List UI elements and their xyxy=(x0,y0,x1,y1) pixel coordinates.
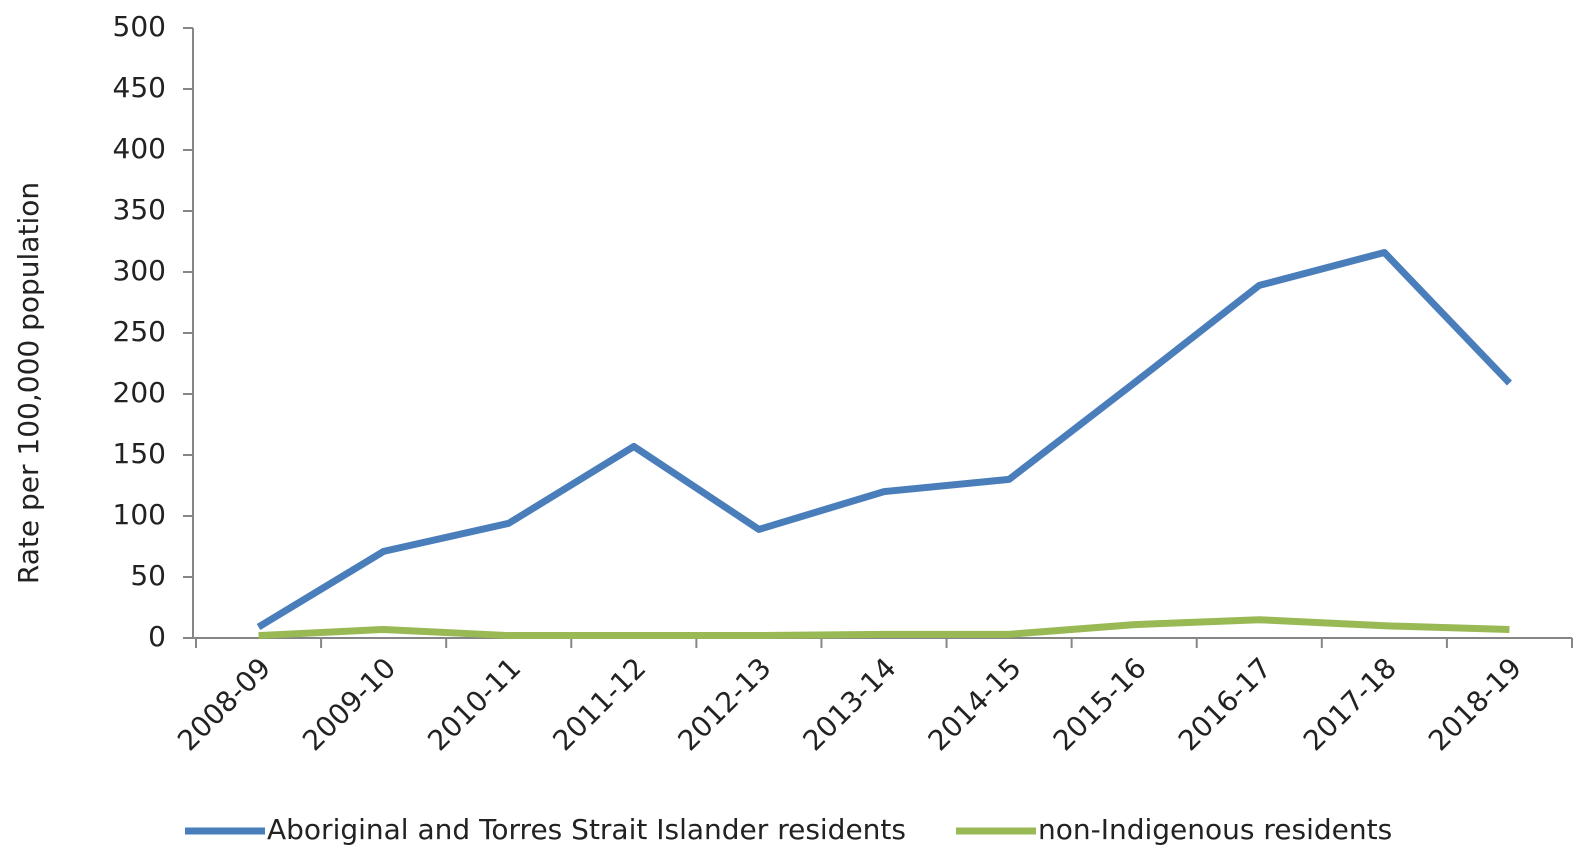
x-tick-label: 2014-15 xyxy=(922,651,1028,757)
y-tick-label: 350 xyxy=(113,193,166,226)
x-tick-label: 2011-12 xyxy=(546,651,652,757)
y-tick-label: 50 xyxy=(130,559,166,592)
y-tick-label: 300 xyxy=(113,254,166,287)
series-line xyxy=(256,248,1512,631)
x-tick-label: 2018-19 xyxy=(1422,651,1528,757)
y-tick-label: 450 xyxy=(113,71,166,104)
y-tick-label: 150 xyxy=(113,437,166,470)
series-line xyxy=(258,616,1510,640)
x-tick-label: 2009-10 xyxy=(296,651,402,757)
y-tick-label: 400 xyxy=(113,132,166,165)
x-tick-label: 2013-14 xyxy=(797,651,903,757)
legend-label: non-Indigenous residents xyxy=(1038,813,1392,846)
y-tick-label: 250 xyxy=(113,315,166,348)
y-tick-label: 500 xyxy=(113,10,166,43)
y-axis-label: Rate per 100,000 population xyxy=(12,182,45,584)
x-tick-label: 2017-18 xyxy=(1297,651,1403,757)
x-tick-label: 2012-13 xyxy=(671,651,777,757)
y-tick-label: 200 xyxy=(113,376,166,409)
x-tick-label: 2016-17 xyxy=(1172,651,1278,757)
legend: Aboriginal and Torres Strait Islander re… xyxy=(185,813,1392,846)
x-tick-label: 2008-09 xyxy=(171,651,277,757)
x-tick-label: 2015-16 xyxy=(1047,651,1153,757)
x-tick-label: 2010-11 xyxy=(421,651,527,757)
y-tick-label: 100 xyxy=(113,498,166,531)
legend-label: Aboriginal and Torres Strait Islander re… xyxy=(267,813,906,846)
y-tick-label: 0 xyxy=(148,620,166,653)
